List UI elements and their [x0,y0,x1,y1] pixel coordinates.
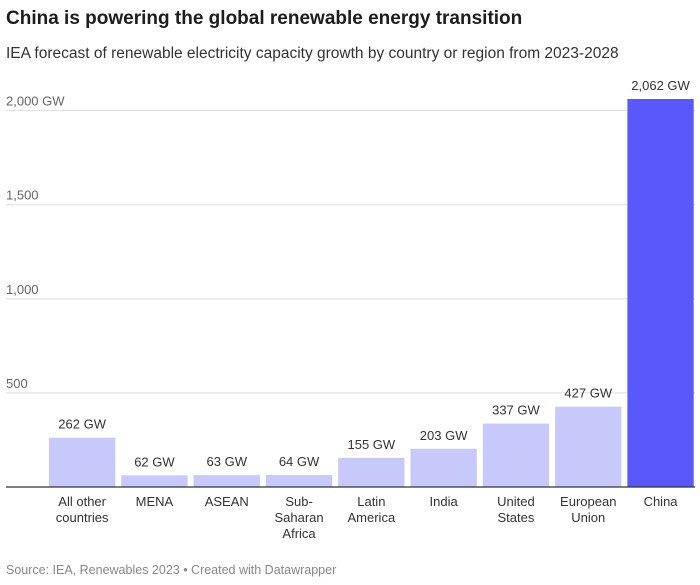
bar-value-label: 203 GW [420,428,468,443]
y-tick-label: 1,500 [6,188,39,203]
x-tick-label: Latin [357,494,385,509]
chart-title: China is powering the global renewable e… [6,8,523,29]
bar-value-label: 63 GW [207,454,248,469]
y-tick-label: 2,000 GW [6,94,65,109]
bar [265,474,333,487]
bar-value-label: 2,062 GW [631,78,690,93]
x-tick-label: Africa [282,526,316,541]
x-tick-label: MENA [136,494,174,509]
x-tick-label: countries [56,510,109,525]
x-tick-label: States [498,510,535,525]
chart-subtitle: IEA forecast of renewable electricity ca… [6,45,619,62]
bar-value-label: 64 GW [279,454,320,469]
x-tick-label: European [560,494,616,509]
x-tick-label: China [644,494,679,509]
bar-value-label: 262 GW [58,417,106,432]
x-tick-label: Saharan [274,510,323,525]
x-tick-label: Sub- [285,494,312,509]
bar-value-label: 427 GW [564,386,612,401]
y-tick-label: 1,000 [6,282,39,297]
bar-value-label: 155 GW [348,437,396,452]
bar [555,406,622,487]
x-tick-label: All other [58,494,106,509]
bar [410,448,477,487]
source-footer: Source: IEA, Renewables 2023 • Created w… [6,563,337,577]
x-tick-label: ASEAN [205,494,249,509]
gridlines: 500 1,000 1,500 2,000 GW [6,94,695,394]
x-tick-label: United [497,494,535,509]
bar [193,475,260,487]
bar [49,437,116,487]
x-tick-label: India [430,494,459,509]
bar-value-label: 62 GW [134,454,175,469]
bar [627,99,694,487]
bar [338,457,405,487]
x-tick-label: America [348,510,396,525]
bar [121,475,188,487]
bar [482,423,550,487]
x-tick-label: Union [571,510,605,525]
bar-value-label: 337 GW [492,403,540,418]
y-tick-label: 500 [6,376,28,391]
